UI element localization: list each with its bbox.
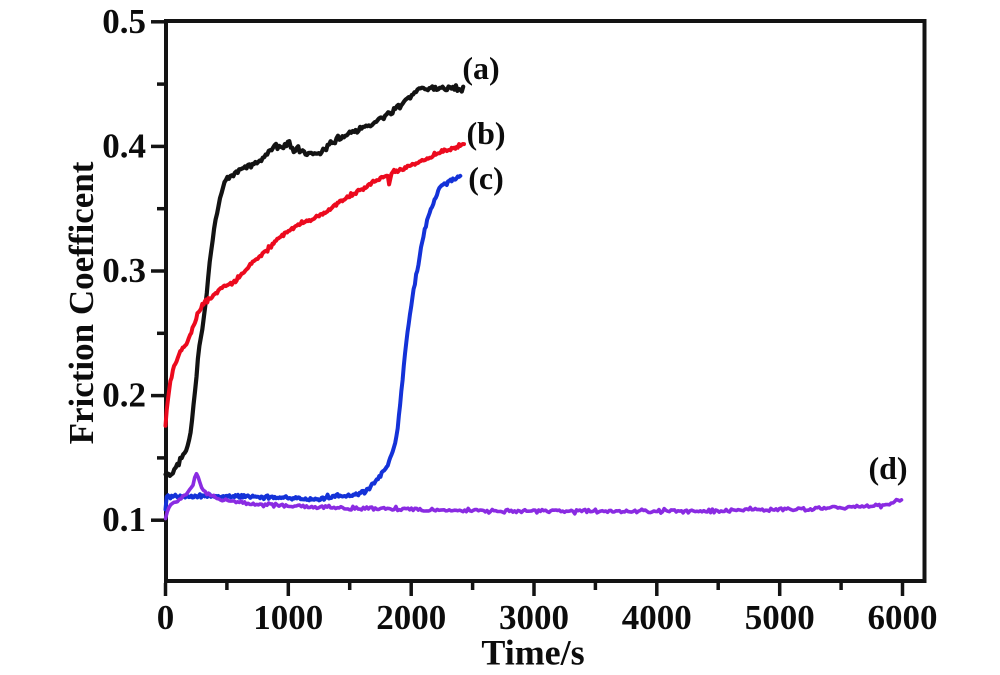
svg-text:(b): (b) <box>466 115 505 151</box>
svg-text:0.3: 0.3 <box>102 251 146 290</box>
svg-text:4000: 4000 <box>622 598 692 637</box>
svg-text:(a): (a) <box>462 50 499 86</box>
svg-text:2000: 2000 <box>376 598 446 637</box>
svg-text:0.2: 0.2 <box>102 376 146 415</box>
svg-text:(d): (d) <box>868 450 907 486</box>
svg-text:3000: 3000 <box>499 598 569 637</box>
svg-text:Friction Coefficent: Friction Coefficent <box>62 161 101 444</box>
svg-text:(c): (c) <box>468 160 504 196</box>
svg-text:1000: 1000 <box>253 598 323 637</box>
svg-text:0.5: 0.5 <box>102 2 146 41</box>
svg-text:0: 0 <box>157 598 175 637</box>
svg-text:0.4: 0.4 <box>102 126 146 165</box>
svg-text:5000: 5000 <box>745 598 815 637</box>
svg-text:6000: 6000 <box>868 598 938 637</box>
svg-text:0.1: 0.1 <box>102 500 146 539</box>
svg-text:Time/s: Time/s <box>481 633 584 673</box>
